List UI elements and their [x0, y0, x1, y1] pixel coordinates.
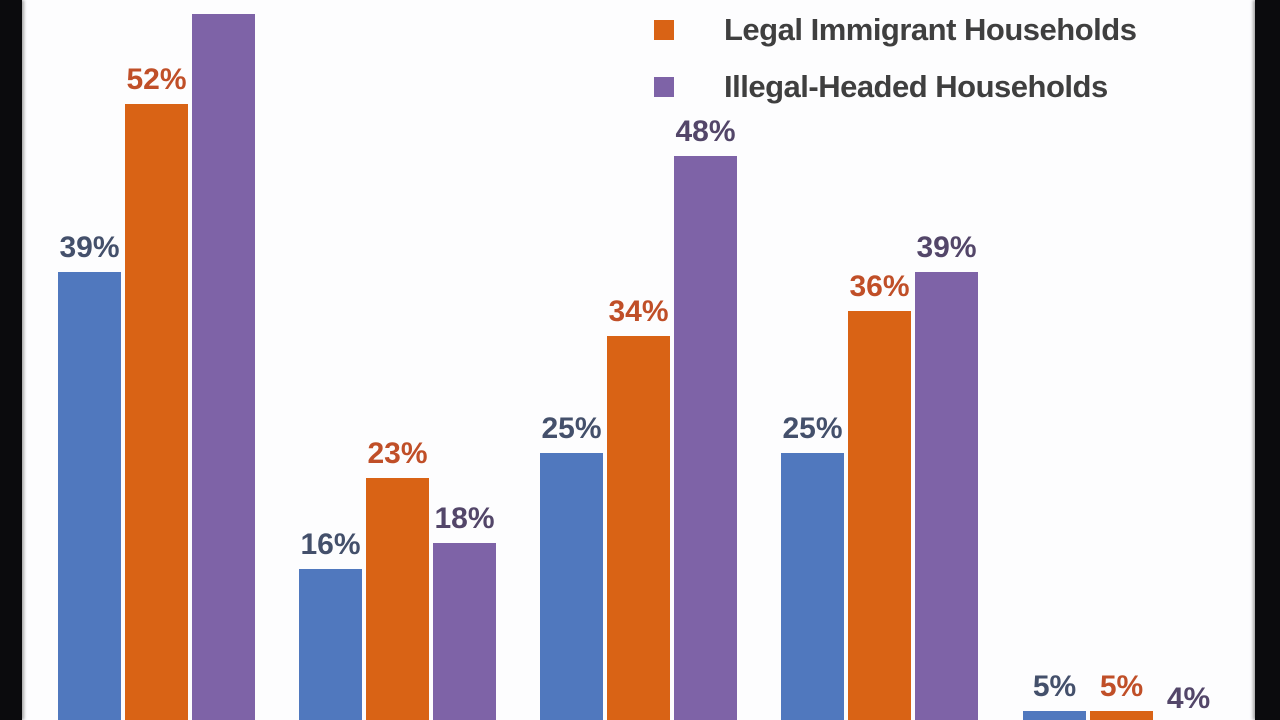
- bar-series1-group1: [366, 478, 429, 720]
- legend-swatch-purple-icon: [654, 77, 674, 97]
- bar-value-label: 36%: [849, 269, 910, 303]
- bar-series1-group3: [848, 310, 911, 720]
- bar-value-label: 39%: [59, 230, 120, 264]
- bar-series0-group1: [299, 568, 362, 720]
- bar-value-label: 25%: [782, 411, 843, 445]
- bar-series1-group4: [1090, 710, 1153, 720]
- bar-series1-group2: [607, 336, 670, 720]
- letterbox-left: [0, 0, 22, 720]
- bar-series1-group0: [125, 104, 188, 720]
- bar-series0-group4: [1023, 710, 1086, 720]
- bar-value-label: 39%: [916, 230, 977, 264]
- legend-item-illegal-headed: Illegal-Headed Households: [654, 67, 1108, 107]
- bar-series2-group2: [674, 155, 737, 720]
- bar-series0-group0: [58, 271, 121, 720]
- bar-value-label: 25%: [541, 411, 602, 445]
- bar-value-label: 16%: [300, 527, 361, 561]
- bar-value-label: 18%: [434, 501, 495, 535]
- bar-series2-group1: [433, 542, 496, 720]
- legend-item-legal-immigrant: Legal Immigrant Households: [654, 10, 1137, 50]
- bar-value-label: 5%: [1099, 669, 1144, 703]
- bar-series2-group0: [192, 13, 255, 720]
- bar-value-label: 34%: [608, 295, 669, 329]
- bar-series2-group3: [915, 271, 978, 720]
- letterbox-right: [1255, 0, 1280, 720]
- legend-label: Illegal-Headed Households: [724, 69, 1108, 104]
- bar-value-label: 52%: [126, 63, 187, 97]
- legend-swatch-orange-icon: [654, 20, 674, 40]
- bar-series0-group2: [540, 452, 603, 720]
- legend-label: Legal Immigrant Households: [724, 12, 1137, 47]
- bar-value-label: 4%: [1166, 682, 1211, 716]
- bar-value-label: 23%: [367, 437, 428, 471]
- bar-value-label: 48%: [675, 114, 736, 148]
- bar-value-label: 5%: [1032, 669, 1077, 703]
- bar-series0-group3: [781, 452, 844, 720]
